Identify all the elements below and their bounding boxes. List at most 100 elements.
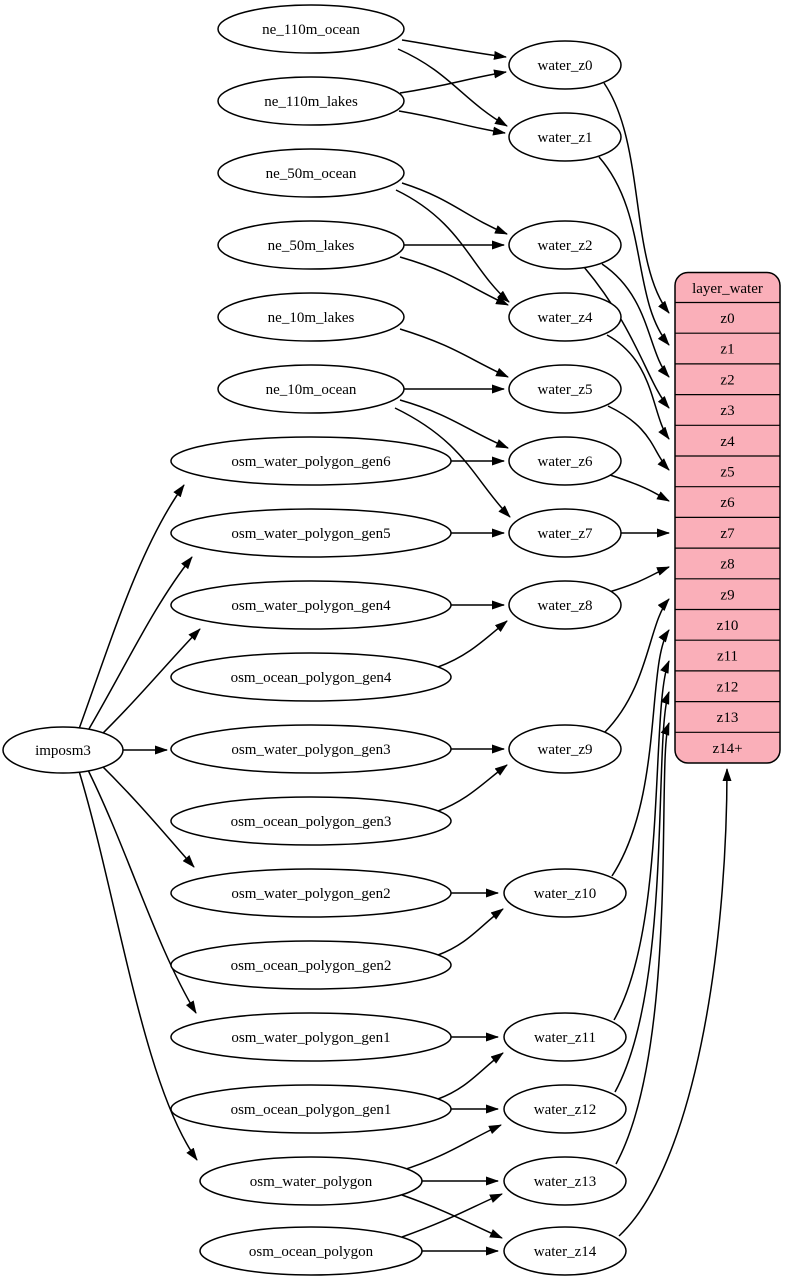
node-shape: [170, 436, 452, 486]
record-row-z3: z3: [720, 403, 734, 419]
edge-ne_50m_ocean-water_z4: [395, 189, 510, 303]
node-label: osm_water_polygon_gen2: [231, 886, 390, 902]
node-osm_ocean_polygon: osm_ocean_polygon: [199, 1226, 423, 1276]
node-label: ne_50m_ocean: [266, 166, 357, 182]
edge-imposm3-osm_water_polygon_gen2: [95, 759, 195, 868]
edge-water_z11-z11: [613, 660, 670, 1021]
node-shape: [217, 364, 405, 414]
node-osm_ocean_polygon_gen1: osm_ocean_polygon_gen1: [170, 1084, 452, 1134]
node-label: water_z13: [534, 1174, 596, 1190]
node-shape: [508, 292, 622, 342]
node-ne_10m_ocean: ne_10m_ocean: [217, 364, 405, 414]
node-shape: [503, 1156, 627, 1206]
node-shape: [170, 1012, 452, 1062]
edge-ne_10m_ocean-water_z6: [399, 399, 509, 449]
node-water_z13: water_z13: [503, 1156, 627, 1206]
record-row-z7: z7: [720, 526, 735, 542]
node-water_z12: water_z12: [503, 1084, 627, 1134]
node-osm_ocean_polygon_gen4: osm_ocean_polygon_gen4: [170, 652, 452, 702]
edges: [78, 39, 732, 1256]
node-label: ne_110m_ocean: [262, 22, 360, 38]
edge-water_z1-z1: [598, 156, 670, 346]
edge-water_z10-z10: [611, 629, 670, 877]
node-label: osm_ocean_polygon_gen3: [231, 814, 392, 830]
node-shape: [508, 112, 622, 162]
node-water_z5: water_z5: [508, 364, 622, 414]
edge-osm_water_polygon-water_z14: [401, 1194, 503, 1239]
node-label: osm_water_polygon_gen6: [231, 454, 391, 470]
node-shape: [170, 796, 452, 846]
node-osm_ocean_polygon_gen2: osm_ocean_polygon_gen2: [170, 940, 452, 990]
edge-water_z2-z2: [601, 263, 670, 378]
record-row-z2: z2: [720, 372, 734, 388]
edge-water_z14-z14plus: [618, 768, 732, 1237]
node-water_z14: water_z14: [503, 1226, 627, 1276]
edge-imposm3-osm_water_polygon: [78, 770, 198, 1161]
node-shape: [2, 726, 124, 774]
edge-water_z6-z6: [609, 474, 670, 502]
record-layer_water: layer_water z0 z1 z2 z3 z4 z5 z6 z7 z8 z…: [674, 271, 781, 764]
node-shape: [508, 40, 622, 90]
node-label: osm_ocean_polygon: [249, 1244, 374, 1260]
node-water_z9: water_z9: [508, 724, 622, 774]
edge-imposm3-osm_water_polygon_gen4: [95, 628, 201, 741]
node-label: water_z6: [538, 454, 593, 470]
node-shape: [199, 1156, 423, 1206]
node-label: ne_10m_lakes: [268, 310, 355, 326]
node-label: water_z4: [538, 310, 593, 326]
node-shape: [199, 1226, 423, 1276]
edge-water_z12-z12: [614, 691, 670, 1093]
node-ne_110m_ocean: ne_110m_ocean: [217, 4, 405, 54]
node-shape: [503, 1012, 627, 1062]
node-shape: [217, 148, 405, 198]
node-shape: [508, 580, 622, 630]
edge-water_z0-z0: [603, 82, 670, 314]
node-shape: [217, 292, 405, 342]
node-shape: [170, 1084, 452, 1134]
edge-water_z9-z9: [604, 598, 670, 733]
record-row-z11: z11: [717, 649, 738, 665]
node-imposm3: imposm3: [2, 726, 124, 774]
edge-ne_50m_lakes-water_z4: [399, 256, 509, 306]
edge-ne_110m_ocean-water_z0: [401, 39, 507, 60]
node-label: water_z7: [538, 526, 593, 542]
record-row-z9: z9: [720, 587, 734, 603]
node-label: water_z9: [538, 742, 593, 758]
node-water_z2: water_z2: [508, 220, 622, 270]
node-ne_50m_lakes: ne_50m_lakes: [217, 220, 405, 270]
node-label: osm_water_polygon: [250, 1174, 373, 1190]
node-shape: [170, 580, 452, 630]
node-shape: [170, 508, 452, 558]
edge-osm_ocean_polygon-water_z13: [401, 1193, 503, 1238]
node-shape: [217, 220, 405, 270]
node-osm_water_polygon_gen5: osm_water_polygon_gen5: [170, 508, 452, 558]
node-osm_water_polygon_gen6: osm_water_polygon_gen6: [170, 436, 452, 486]
node-water_z1: water_z1: [508, 112, 622, 162]
edge-ne_110m_ocean-water_z1: [397, 48, 508, 127]
node-label: water_z2: [538, 238, 593, 254]
node-label: osm_ocean_polygon_gen1: [231, 1102, 392, 1118]
node-water_z0: water_z0: [508, 40, 622, 90]
table-nodes: water_z0 water_z1 water_z2 water_z4 wate…: [503, 40, 627, 1276]
node-label: ne_10m_ocean: [266, 382, 357, 398]
node-water_z4: water_z4: [508, 292, 622, 342]
edge-osm_water_polygon-water_z12: [399, 1124, 502, 1172]
edge-osm_ocean_polygon_gen4-water_z8: [437, 620, 508, 668]
record-row-z8: z8: [720, 557, 734, 573]
node-shape: [503, 1226, 627, 1276]
node-shape: [170, 724, 452, 774]
source-nodes: ne_110m_ocean ne_110m_lakes ne_50m_ocean…: [170, 4, 452, 1276]
node-ne_10m_lakes: ne_10m_lakes: [217, 292, 405, 342]
edge-ne_10m_lakes-water_z5: [399, 328, 509, 378]
node-label: osm_water_polygon_gen4: [231, 598, 391, 614]
edge-imposm3-osm_water_polygon_gen5: [85, 556, 193, 735]
node-shape: [508, 436, 622, 486]
edge-osm_ocean_polygon_gen3-water_z9: [437, 764, 508, 812]
node-water_z6: water_z6: [508, 436, 622, 486]
node-label: water_z8: [538, 598, 593, 614]
node-label: water_z10: [534, 886, 596, 902]
edge-ne_50m_ocean-water_z2: [401, 182, 508, 235]
node-shape: [508, 724, 622, 774]
node-water_z10: water_z10: [503, 868, 627, 918]
node-shape: [508, 508, 622, 558]
